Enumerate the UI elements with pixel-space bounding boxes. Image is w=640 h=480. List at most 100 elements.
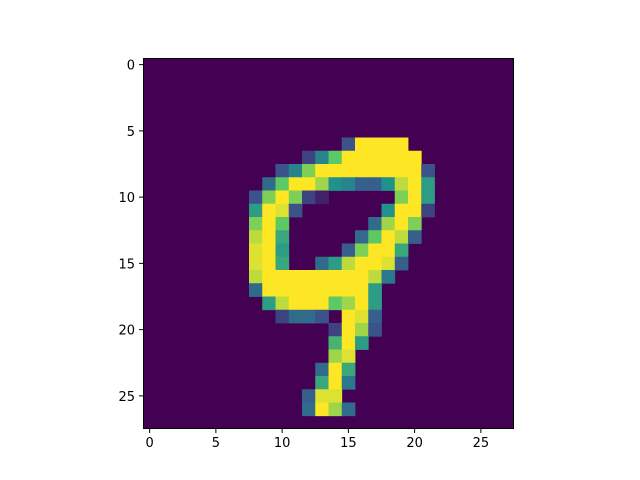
heatmap-cell <box>355 270 369 284</box>
heatmap-cell <box>315 256 329 271</box>
heatmap-cell <box>421 203 435 218</box>
axes-frame <box>143 58 514 429</box>
heatmap-cell <box>341 283 356 297</box>
heatmap-cell <box>421 164 435 178</box>
heatmap-cell <box>315 270 329 284</box>
heatmap-cell <box>275 283 290 297</box>
heatmap-cell <box>315 362 329 377</box>
heatmap-cell <box>408 230 422 244</box>
heatmap-cell <box>355 256 369 271</box>
heatmap-cell <box>355 296 369 311</box>
heatmap-cell <box>302 389 316 403</box>
x-axis: 0 5 10 15 20 25 <box>145 429 489 451</box>
heatmap-cell <box>368 230 382 244</box>
heatmap-cell <box>368 309 382 324</box>
x-tick-label: 15 <box>340 436 357 451</box>
heatmap-cell <box>381 217 396 231</box>
heatmap-cell <box>328 349 343 364</box>
heatmap-cell <box>249 283 263 297</box>
heatmap-cell <box>302 309 316 324</box>
heatmap-cell <box>288 203 303 218</box>
heatmap-cell <box>421 190 435 205</box>
heatmap-cell <box>368 164 382 178</box>
heatmap-cell <box>249 243 263 258</box>
heatmap-cell <box>328 376 343 390</box>
heatmap-cell <box>368 283 382 297</box>
heatmap-cell <box>315 376 329 390</box>
heatmap-cell <box>275 270 290 284</box>
heatmap-cell <box>341 243 356 258</box>
heatmap-cell <box>408 177 422 191</box>
heatmap-cell <box>328 402 343 417</box>
heatmap-cell <box>394 243 409 258</box>
heatmap-cell <box>341 164 356 178</box>
heatmap-cell <box>355 137 369 152</box>
heatmap-cell <box>355 243 369 258</box>
heatmap-cell <box>368 177 382 191</box>
heatmap-cell <box>249 230 263 244</box>
heatmap-cell <box>328 389 343 403</box>
heatmap-cell <box>381 243 396 258</box>
heatmap-cell <box>341 349 356 364</box>
heatmap-cell <box>315 283 329 297</box>
heatmap-cell <box>315 389 329 403</box>
y-axis: 0 5 10 15 20 25 <box>118 59 143 405</box>
x-tick-label: 0 <box>145 436 153 451</box>
heatmap-cell <box>368 137 382 152</box>
heatmap-cell <box>341 323 356 337</box>
heatmap-cell <box>355 150 369 165</box>
heatmap-cell <box>368 296 382 311</box>
heatmap-cell <box>288 283 303 297</box>
heatmap-cell <box>408 190 422 205</box>
heatmap-cell <box>302 270 316 284</box>
y-tick-label: 20 <box>118 324 135 339</box>
heatmap-cell <box>302 190 316 205</box>
x-tick-label: 5 <box>212 436 220 451</box>
heatmap-cell <box>275 243 290 258</box>
heatmap-cell <box>328 256 343 271</box>
heatmap-cell <box>275 217 290 231</box>
heatmap-cell <box>341 270 356 284</box>
heatmap-cell <box>408 150 422 165</box>
heatmap-cell <box>328 283 343 297</box>
y-tick-label: 10 <box>118 191 135 206</box>
heatmap-cell <box>249 270 263 284</box>
x-tick-label: 20 <box>406 436 423 451</box>
heatmap-cell <box>275 309 290 324</box>
heatmap-cell <box>341 376 356 390</box>
heatmap-cell <box>355 164 369 178</box>
heatmap-cell <box>341 336 356 350</box>
heatmap-cell <box>288 164 303 178</box>
heatmap-cell <box>328 177 343 191</box>
heatmap-cell <box>302 296 316 311</box>
heatmap-cell <box>381 177 396 191</box>
heatmap-cell <box>341 296 356 311</box>
heatmap-cell <box>381 256 396 271</box>
heatmap-cell <box>275 230 290 244</box>
heatmap-cell <box>262 283 276 297</box>
heatmap-cell <box>408 217 422 231</box>
heatmap-cell <box>249 217 263 231</box>
heatmap-cell <box>315 177 329 191</box>
heatmap-cell <box>381 137 396 152</box>
heatmap-cell <box>341 309 356 324</box>
heatmap-cell <box>421 177 435 191</box>
heatmap-cell <box>394 150 409 165</box>
heatmap-cell <box>368 323 382 337</box>
heatmap-cell <box>341 256 356 271</box>
heatmap-cell <box>368 270 382 284</box>
heatmap-cell <box>249 190 263 205</box>
heatmap-cell <box>381 270 396 284</box>
y-tick-label: 0 <box>127 59 135 74</box>
heatmap-cell <box>315 164 329 178</box>
heatmap-cell <box>262 243 276 258</box>
heatmap-cell <box>341 177 356 191</box>
heatmap-cell <box>302 283 316 297</box>
heatmap-cell <box>262 190 276 205</box>
heatmap-cell <box>262 256 276 271</box>
heatmap-cell <box>249 203 263 218</box>
heatmap-cell <box>381 164 396 178</box>
heatmap-cell <box>394 230 409 244</box>
heatmap-cell <box>249 256 263 271</box>
